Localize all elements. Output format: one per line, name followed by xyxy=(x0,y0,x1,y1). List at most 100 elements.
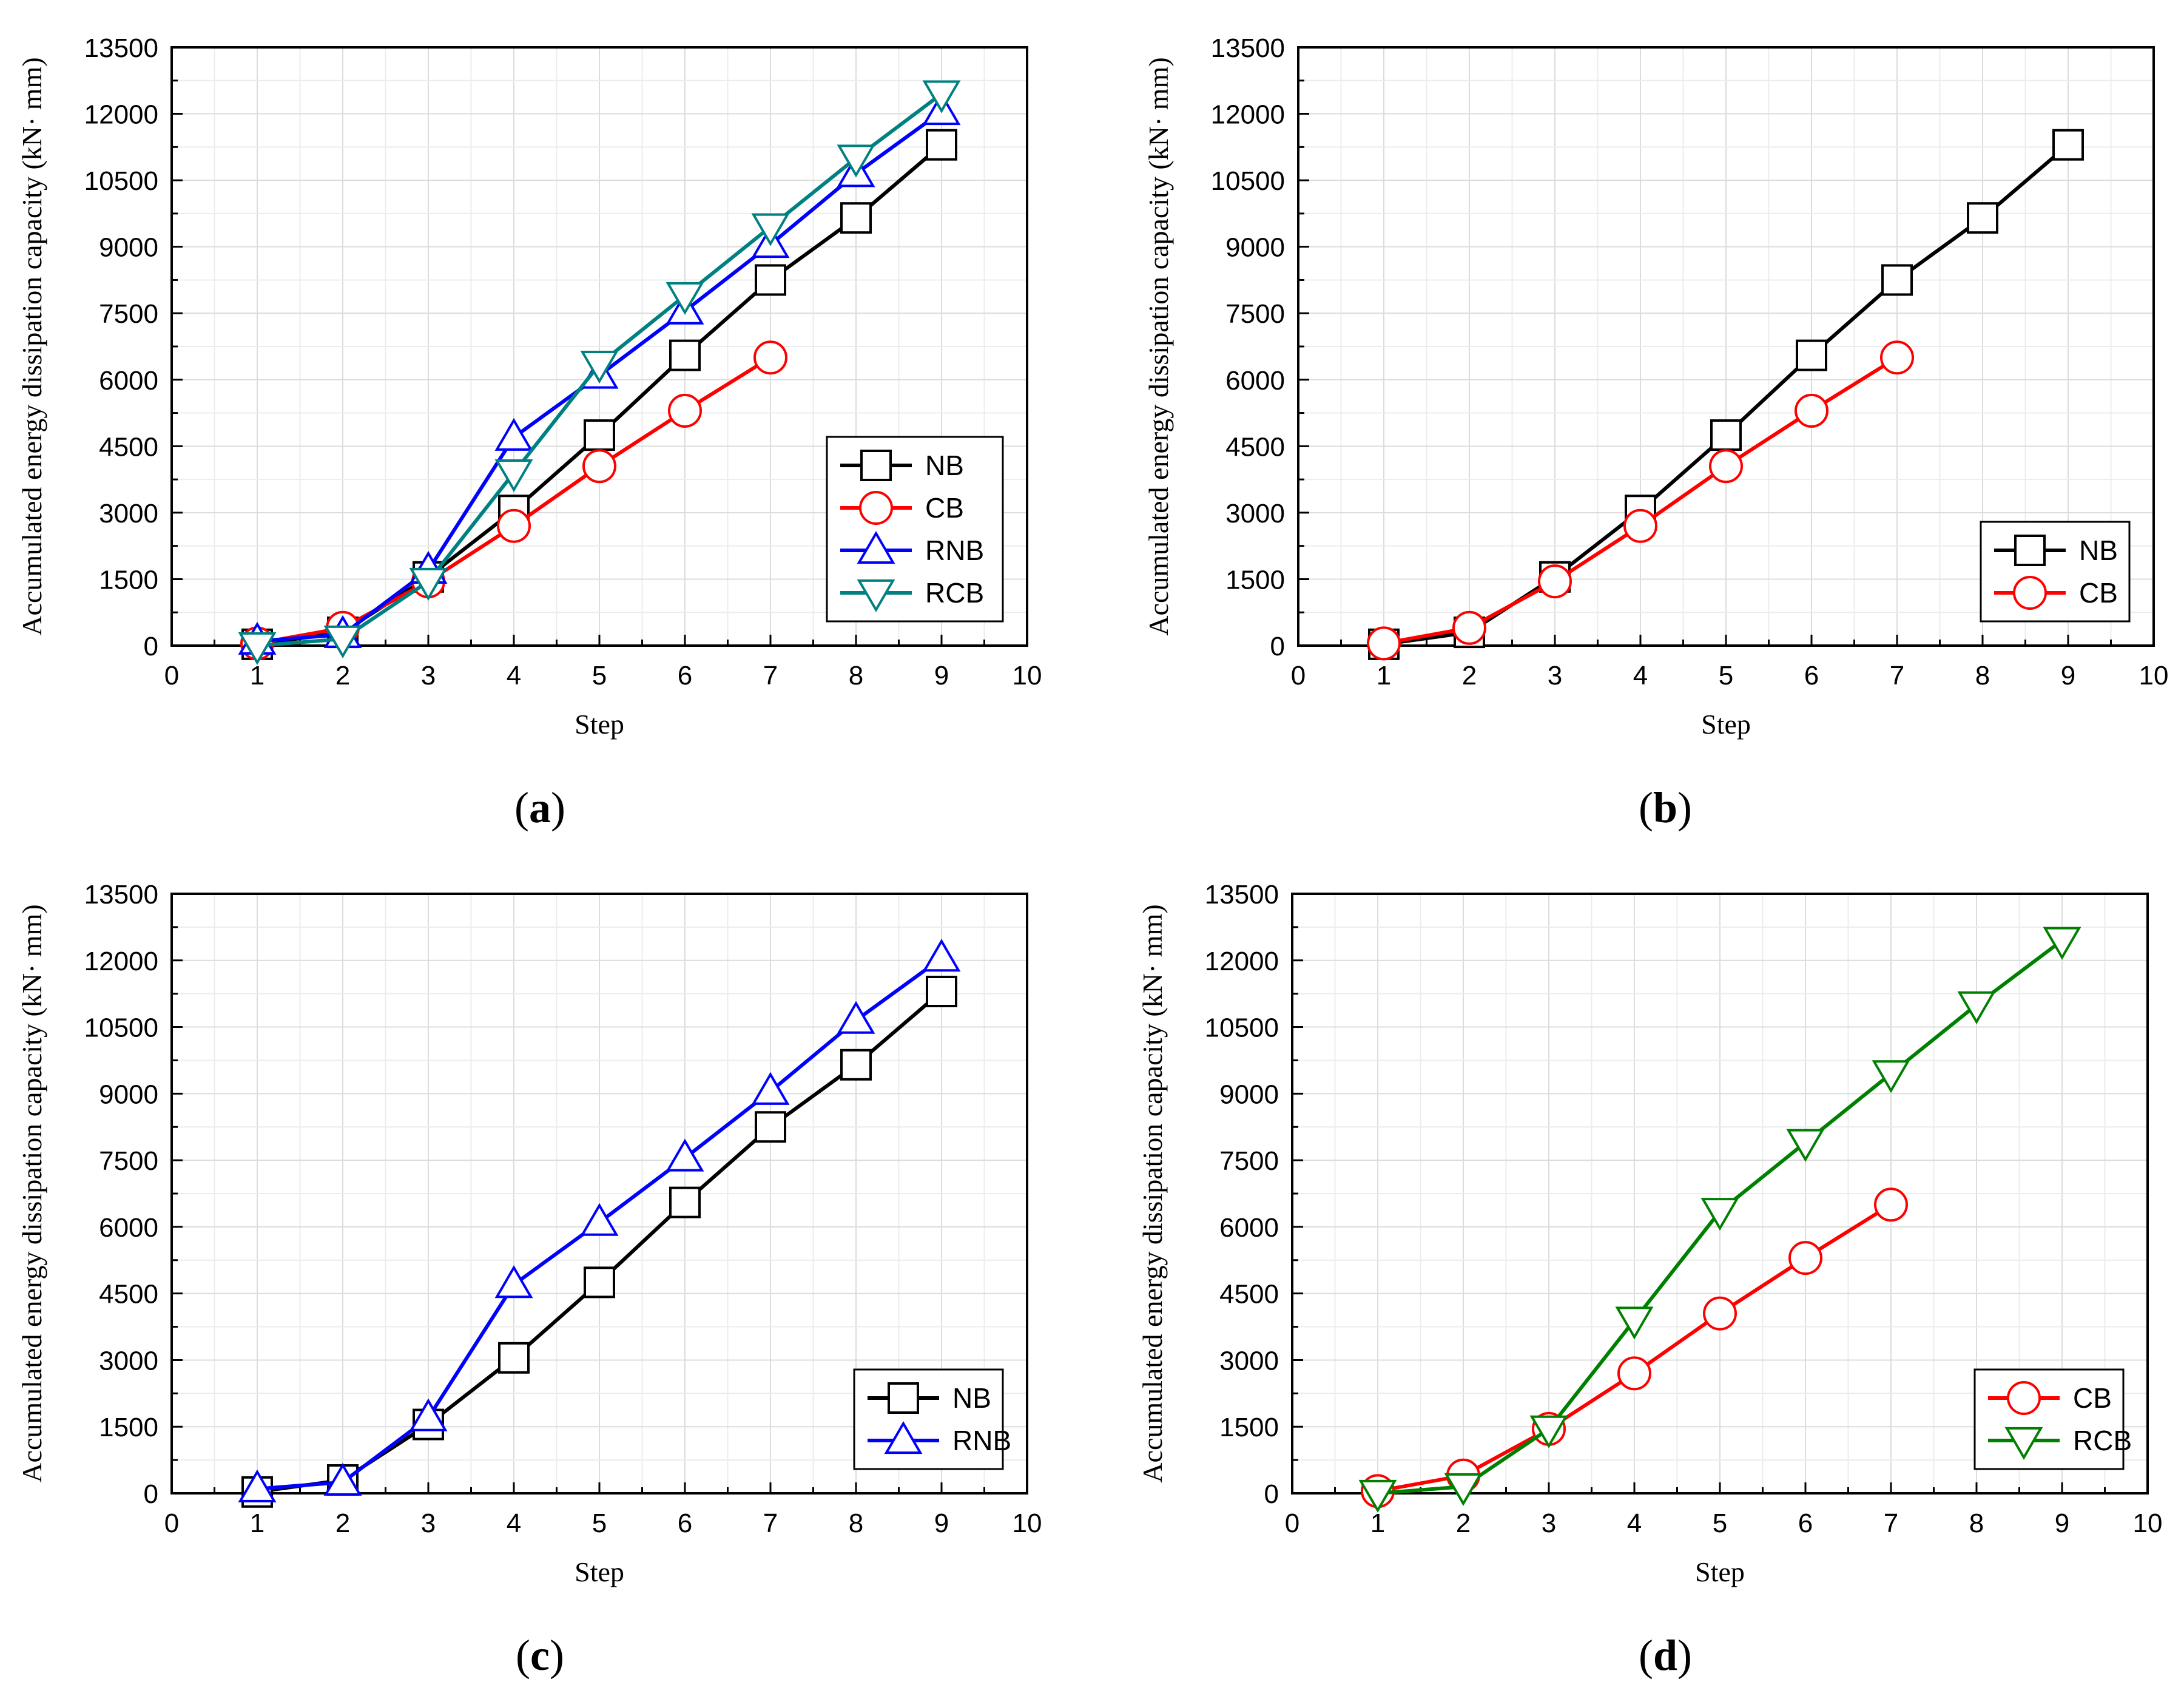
y-axis-title: Accumulated energy dissipation capacity … xyxy=(16,904,47,1482)
panel-label-open-paren: ( xyxy=(1639,783,1653,832)
legend-item-rnb: RNB xyxy=(868,1421,1011,1456)
y-tick-label: 13500 xyxy=(1205,880,1279,910)
data-point xyxy=(323,625,362,659)
x-tick-label: 5 xyxy=(1713,1508,1727,1538)
y-tick-label: 13500 xyxy=(84,33,158,63)
legend-item-nb: NB xyxy=(868,1382,991,1414)
y-tick-label: 13500 xyxy=(1211,33,1285,63)
x-tick-label: 7 xyxy=(1884,1508,1898,1538)
x-tick-label: 2 xyxy=(1462,661,1477,691)
legend-box xyxy=(1980,521,2131,623)
data-point xyxy=(580,351,619,384)
data-point xyxy=(840,1049,872,1081)
panel-label-letter: d xyxy=(1653,1631,1677,1680)
x-tick-label: 0 xyxy=(1291,661,1306,691)
x-tick-label: 8 xyxy=(1969,1508,1984,1538)
legend-marker xyxy=(2013,576,2047,610)
data-point xyxy=(494,1265,533,1299)
data-point xyxy=(1796,339,1827,371)
data-point xyxy=(1967,202,1998,234)
y-tick-label: 12000 xyxy=(1205,947,1279,976)
data-point xyxy=(837,1001,875,1034)
x-tick-label: 0 xyxy=(164,661,179,691)
y-tick-label: 3000 xyxy=(1225,499,1285,529)
data-point xyxy=(1700,1198,1739,1231)
y-tick-label: 4500 xyxy=(99,1280,158,1309)
y-tick-label: 9000 xyxy=(1219,1079,1279,1109)
data-point xyxy=(582,449,616,484)
y-axis-title: Accumulated energy dissipation capacity … xyxy=(16,57,47,635)
legend-marker xyxy=(2004,1427,2043,1460)
series-rcb xyxy=(238,80,961,665)
data-point xyxy=(1538,564,1572,599)
y-tick-label: 6000 xyxy=(99,1213,158,1243)
legend-label: RCB xyxy=(2073,1425,2132,1456)
legend-item-cb: CB xyxy=(840,491,964,525)
legend-marker xyxy=(2007,1381,2041,1415)
legend-label: CB xyxy=(2073,1382,2112,1414)
series-rcb xyxy=(1358,927,2081,1513)
data-point xyxy=(666,282,704,315)
legend-label: CB xyxy=(2079,577,2118,609)
data-point xyxy=(751,1072,790,1105)
x-tick-label: 0 xyxy=(1285,1508,1299,1538)
data-point xyxy=(755,264,786,296)
x-tick-label: 4 xyxy=(507,661,521,691)
legend-item-nb: NB xyxy=(840,450,964,481)
data-point xyxy=(1795,393,1828,428)
y-tick-label: 1500 xyxy=(99,1413,158,1442)
legend: NB RNB xyxy=(853,1368,1011,1470)
y-tick-label: 6000 xyxy=(1225,366,1285,396)
series-cb xyxy=(1367,340,1914,661)
data-point xyxy=(669,339,701,371)
y-tick-label: 12000 xyxy=(1211,100,1285,130)
panel-label-close-paren: ) xyxy=(1677,1631,1692,1680)
data-point xyxy=(409,1398,448,1431)
legend-label: NB xyxy=(952,1382,991,1414)
chart-panel-c: 0 1 2 3 4 5 6 7 8 9 10 0 1500 3000 4500 6000 7500 9000 105… xyxy=(16,880,1042,1587)
x-tick-label: 3 xyxy=(421,661,436,691)
data-point xyxy=(2043,927,2081,960)
x-tick-label: 10 xyxy=(2139,661,2169,691)
y-tick-label: 12000 xyxy=(84,947,158,976)
y-tick-label: 6000 xyxy=(99,366,158,396)
data-point xyxy=(1957,991,1996,1024)
y-tick-label: 0 xyxy=(144,1479,158,1509)
legend-marker xyxy=(860,450,892,481)
panel-label-open-paren: ( xyxy=(516,1631,530,1680)
legend-item-rcb: RCB xyxy=(1988,1425,2132,1460)
y-tick-label: 3000 xyxy=(99,1346,158,1376)
legend-marker xyxy=(857,579,895,612)
x-tick-label: 8 xyxy=(849,1508,863,1538)
panel-label-open-paren: ( xyxy=(1639,1631,1653,1680)
data-point xyxy=(668,393,702,428)
panel-label-c: (c) xyxy=(516,1631,564,1680)
y-tick-label: 7500 xyxy=(99,1146,158,1176)
x-tick-label: 1 xyxy=(250,661,265,691)
legend-label: NB xyxy=(925,450,964,481)
legend-item-cb: CB xyxy=(1988,1381,2112,1415)
data-point xyxy=(751,213,790,246)
data-point xyxy=(494,459,533,493)
data-point xyxy=(580,1203,619,1236)
chart-panel-d: 0 1 2 3 4 5 6 7 8 9 10 0 1500 3000 4500 6000 7500 9000 105… xyxy=(1137,880,2162,1587)
panel-label-close-paren: ) xyxy=(1677,783,1692,832)
data-point xyxy=(1872,1060,1910,1093)
data-point xyxy=(1444,1473,1483,1507)
legend-box xyxy=(1973,1368,2125,1470)
x-tick-label: 2 xyxy=(335,661,350,691)
legend-marker xyxy=(859,491,893,525)
x-tick-label: 4 xyxy=(1627,1508,1642,1538)
panel-label-letter: c xyxy=(530,1631,550,1680)
y-tick-label: 1500 xyxy=(1225,565,1285,595)
x-tick-label: 7 xyxy=(763,1508,778,1538)
panel-label-letter: b xyxy=(1653,783,1677,832)
panel-label-open-paren: ( xyxy=(514,783,529,832)
x-tick-label: 7 xyxy=(763,661,778,691)
y-tick-label: 12000 xyxy=(84,100,158,130)
data-point xyxy=(840,202,872,234)
data-point xyxy=(498,1342,530,1374)
y-tick-label: 10500 xyxy=(84,166,158,196)
data-point xyxy=(1881,264,1913,296)
